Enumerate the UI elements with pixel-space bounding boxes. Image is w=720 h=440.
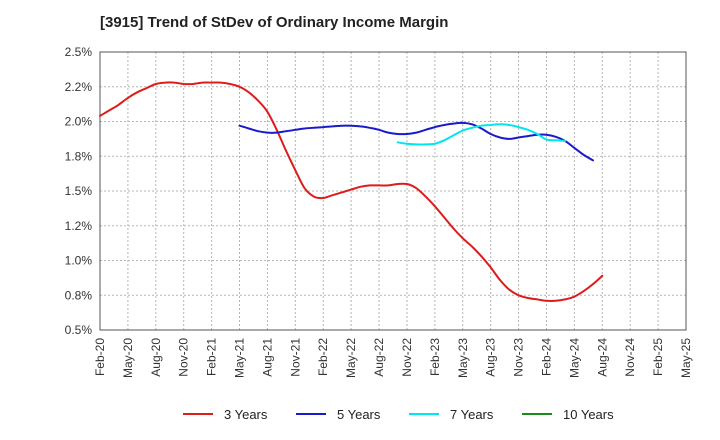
y-tick-label: 1.0% (65, 254, 93, 268)
grid (99, 51, 687, 331)
x-tick-label: Feb-22 (316, 338, 330, 376)
series-lines (99, 81, 604, 302)
y-tick-label: 0.5% (65, 323, 93, 337)
plot-frame (99, 51, 687, 331)
x-tick-label: Nov-20 (177, 338, 191, 377)
y-tick-label: 2.0% (65, 115, 93, 129)
y-tick-label: 1.5% (65, 184, 93, 198)
x-tick-label: Aug-22 (372, 338, 386, 377)
series-line-5-years (238, 121, 594, 162)
y-tick-label: 1.8% (65, 149, 93, 163)
x-tick-label: May-24 (567, 338, 581, 378)
x-tick-label: May-25 (679, 338, 693, 378)
axes: 0.5% 0.8% 1.0% 1.2% 1.5% 1.8% 2.0% 2.2% 2.5% Feb-… (65, 45, 693, 378)
x-tick-label: May-22 (344, 338, 358, 378)
legend-label-5-years: 5 Years (337, 407, 381, 422)
x-tick-label: Feb-25 (651, 338, 665, 376)
legend-label-3-years: 3 Years (224, 407, 268, 422)
y-tick-label: 2.5% (65, 45, 93, 59)
y-tick-label: 0.8% (65, 288, 93, 302)
legend: 3 Years 5 Years 7 Years 10 Years (183, 407, 614, 422)
series-line-7-years (396, 123, 567, 146)
x-tick-label: Nov-23 (512, 338, 526, 377)
x-tick-label: Feb-20 (93, 338, 107, 376)
legend-label-10-years: 10 Years (563, 407, 614, 422)
chart-title: [3915] Trend of StDev of Ordinary Income… (100, 14, 449, 31)
legend-label-7-years: 7 Years (450, 407, 494, 422)
x-tick-label: Nov-22 (400, 338, 414, 377)
x-tick-label: Aug-20 (149, 338, 163, 377)
x-tick-label: May-20 (121, 338, 135, 378)
x-tick-label: Nov-24 (623, 338, 637, 377)
y-tick-label: 2.2% (65, 80, 93, 94)
x-tick-label: Aug-24 (595, 338, 609, 377)
x-tick-label: Aug-21 (260, 338, 274, 377)
x-tick-label: May-23 (456, 338, 470, 378)
series-line-3-years (99, 81, 604, 302)
x-tick-label: Nov-21 (288, 338, 302, 377)
x-tick-label: Feb-24 (539, 338, 553, 376)
y-tick-label: 1.2% (65, 219, 93, 233)
x-tick-label: Feb-23 (428, 338, 442, 376)
x-tick-label: May-21 (233, 338, 247, 378)
x-tick-label: Aug-23 (484, 338, 498, 377)
x-tick-label: Feb-21 (205, 338, 219, 376)
